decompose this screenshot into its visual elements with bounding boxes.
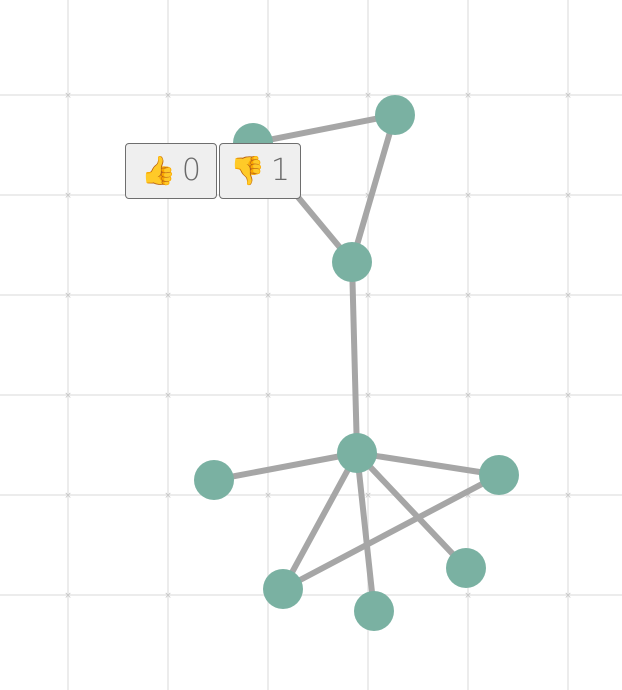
grid-intersection-mark: × [64,591,72,601]
grid-intersection-mark: × [364,491,372,501]
grid-intersection-mark: × [464,291,472,301]
grid-intersection-mark: × [464,591,472,601]
grid-intersection-mark: × [264,391,272,401]
node-n4[interactable] [337,433,377,473]
grid-intersection-mark: × [564,191,572,201]
edge-n4-n7 [354,450,469,571]
grid-intersection-mark: × [464,391,472,401]
dislike-count: 1 [270,153,290,188]
grid-intersection-mark: × [64,91,72,101]
edge-n4-n6 [354,450,502,478]
edge-n4-n9 [280,450,360,592]
edge-n2-n3 [349,112,398,265]
grid-intersection-mark: × [464,91,472,101]
grid-intersection-mark: × [64,291,72,301]
grid-intersection-mark: × [464,191,472,201]
grid-intersection-mark: × [564,91,572,101]
node-n6[interactable] [479,455,519,495]
grid-intersection-mark: × [64,391,72,401]
edge-n1-n2 [250,112,398,146]
node-n8[interactable] [354,591,394,631]
grid-intersection-mark: × [164,491,172,501]
edge-n3-n4 [349,259,360,456]
grid-intersection-mark: × [364,91,372,101]
grid-intersection-mark: × [364,191,372,201]
grid-intersection-mark: × [564,491,572,501]
thumbs-down-icon: 👎 [230,154,265,187]
like-button[interactable]: 👍 0 [125,143,217,199]
grid-intersection-mark: × [564,591,572,601]
node-n7[interactable] [446,548,486,588]
edge-n9-n6 [280,472,502,592]
grid-intersection-mark: × [264,91,272,101]
thumbs-up-icon: 👍 [141,154,176,187]
node-n9[interactable] [263,569,303,609]
grid-intersection-mark: × [164,91,172,101]
edge-n4-n8 [354,450,377,614]
grid-intersection-mark: × [64,491,72,501]
grid-intersection-mark: × [364,291,372,301]
grid-intersection-mark: × [264,291,272,301]
node-n2[interactable] [375,95,415,135]
grid-intersection-mark: × [464,491,472,501]
edge-n4-n5 [211,450,360,483]
dislike-button[interactable]: 👎 1 [219,143,301,199]
node-n3[interactable] [332,242,372,282]
node-layer [194,95,519,631]
edge-layer [211,112,502,614]
grid-intersection-mark: × [164,391,172,401]
node-n5[interactable] [194,460,234,500]
grid-intersection-mark: × [564,391,572,401]
grid-intersection-mark: × [164,291,172,301]
grid-intersection-mark: × [564,291,572,301]
grid-intersection-mark: × [264,491,272,501]
grid-intersection-mark: × [64,191,72,201]
like-count: 0 [181,153,201,188]
grid-intersection-mark: × [364,391,372,401]
grid-intersection-mark: × [164,591,172,601]
